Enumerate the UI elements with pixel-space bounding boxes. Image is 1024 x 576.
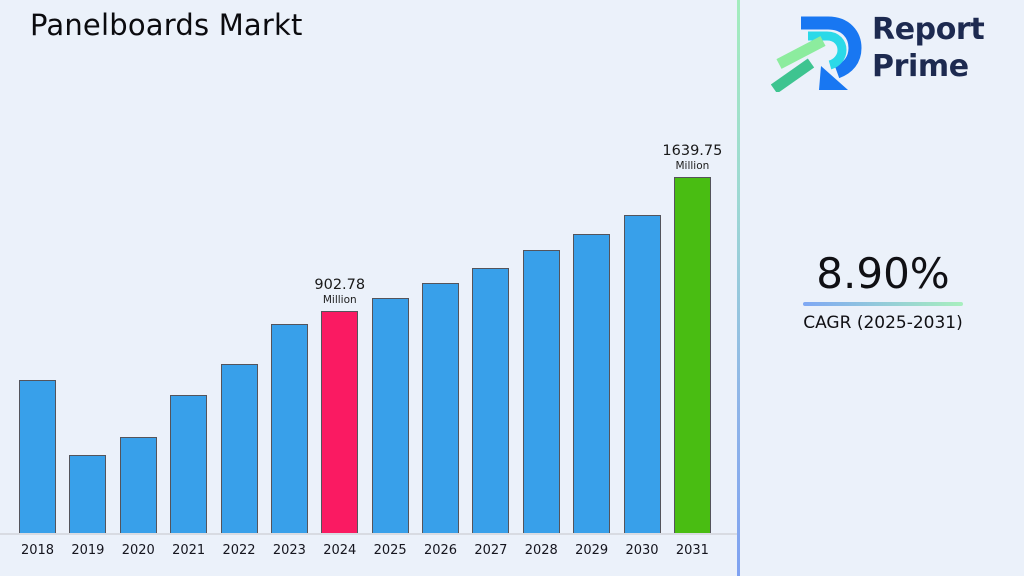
bar-slot-2020: 2020 [119,0,157,558]
logo-line-prime: Prime [872,49,969,84]
report-prime-logo-text: Report Prime [872,11,985,85]
x-tick-label-2020: 2020 [121,543,155,558]
bar-slot-2019: 2019 [69,0,107,558]
bar-2022 [220,364,258,534]
cagr-label: CAGR (2025-2031) [803,313,963,333]
bar-slot-2026: 2026 [422,0,459,558]
bar-2019 [69,455,107,534]
bar-2018 [19,380,56,534]
bar-slot-2027: 2027 [472,0,510,558]
annotation-unit: Million [675,160,710,172]
bar-2024 [321,311,359,534]
bar-slot-2030: 2030 [623,0,661,558]
x-tick-label-2031: 2031 [675,543,709,558]
logo-line-report: Report [872,12,985,47]
bar-slot-2021: 2021 [170,0,208,558]
bar-2025 [371,298,409,534]
bar-value-label-2024: 902.78 Million [314,277,365,306]
cagr-block: 8.90% CAGR (2025-2031) [773,250,993,333]
x-tick-label-2018: 2018 [20,543,55,558]
bar-slot-2024: 2024 902.78 Million [314,0,365,558]
x-tick-label-2030: 2030 [625,543,659,558]
bar-slot-2022: 2022 [220,0,258,558]
annotation-value: 902.78 [314,277,366,293]
bar-2030 [623,215,661,534]
x-tick-label-2025: 2025 [373,543,407,558]
bar-2026 [422,283,459,534]
bar-2027 [472,268,510,534]
bar-2023 [270,324,308,534]
cagr-value: 8.90% [816,249,950,298]
x-tick-label-2021: 2021 [172,543,206,558]
x-tick-label-2024: 2024 [323,543,357,558]
bar-2029 [573,234,611,534]
bar-slot-2018: 2018 [19,0,56,558]
bar-slot-2023: 2023 [270,0,308,558]
vertical-divider [737,0,740,576]
x-tick-label-2023: 2023 [272,543,306,558]
x-tick-label-2029: 2029 [575,543,609,558]
annotation-value: 1639.75 [662,143,723,159]
bar-chart: 2018 2019 2020 2021 2022 2023 2024 902.78 Millio… [19,0,722,558]
annotation-unit: Million [322,294,357,306]
bar-slot-2031: 2031 1639.75 Million [662,0,722,558]
report-prime-logo: Report Prime [771,10,1024,96]
x-tick-label-2022: 2022 [222,543,256,558]
x-tick-label-2027: 2027 [474,543,508,558]
page-title: Panelboards Markt [30,8,303,42]
bar-2031 [673,177,711,534]
bar-slot-2028: 2028 [522,0,560,558]
bar-2021 [170,395,208,534]
report-prime-logo-icon [771,16,862,92]
x-tick-label-2026: 2026 [423,543,458,558]
bar-slot-2025: 2025 [371,0,409,558]
cagr-underline [803,302,963,306]
bar-value-label-2031: 1639.75 Million [662,143,722,172]
bar-2020 [119,437,157,534]
x-tick-label-2028: 2028 [524,543,558,558]
bar-slot-2029: 2029 [573,0,611,558]
bar-2028 [522,250,560,534]
x-tick-label-2019: 2019 [71,543,105,558]
x-axis-line [0,533,737,535]
